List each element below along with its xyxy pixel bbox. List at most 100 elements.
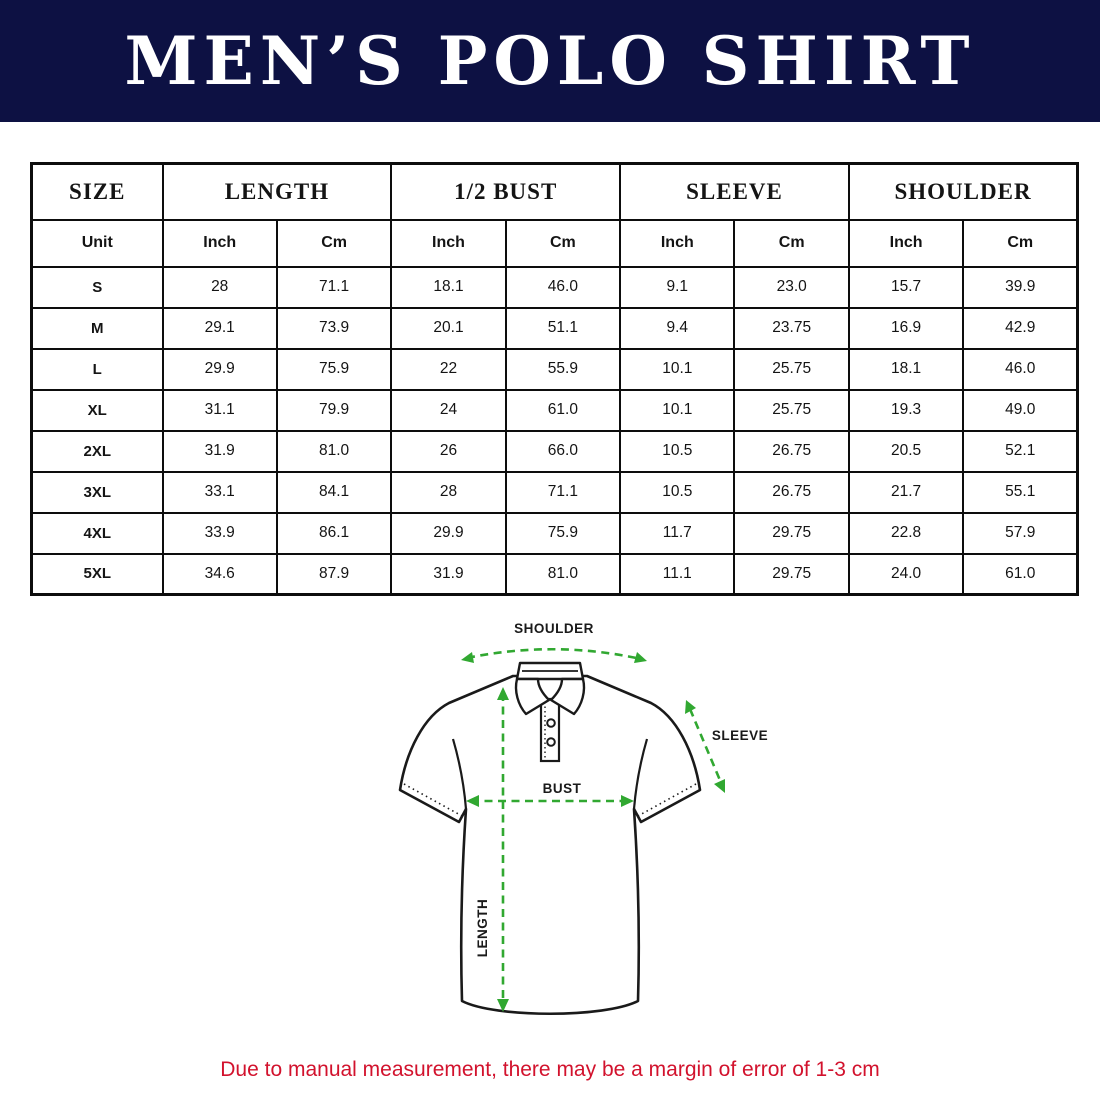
- value-cell: 10.5: [619, 470, 736, 514]
- left-armhole-seam: [451, 738, 468, 810]
- unit-cell: Inch: [847, 218, 965, 268]
- value-cell: 31.9: [390, 552, 507, 596]
- size-chart-table: SIZE LENGTH 1/2 BUST SLEEVE SHOULDER Uni…: [30, 162, 1080, 596]
- size-cell: 5XL: [30, 552, 164, 596]
- collar-left-flap: [514, 677, 551, 716]
- value-cell: 49.0: [962, 388, 1079, 432]
- value-cell: 31.1: [161, 388, 278, 432]
- value-cell: 34.6: [161, 552, 278, 596]
- bust-label: BUST: [543, 781, 582, 796]
- value-cell: 26.75: [733, 470, 850, 514]
- shoulder-arrow: [466, 647, 642, 661]
- value-cell: 16.9: [847, 306, 965, 350]
- value-cell: 75.9: [275, 347, 393, 391]
- value-cell: 46.0: [962, 347, 1079, 391]
- unit-cell: Unit: [30, 218, 164, 268]
- value-cell: 79.9: [275, 388, 393, 432]
- value-cell: 87.9: [275, 552, 393, 596]
- unit-row: Unit Inch Cm Inch Cm Inch Cm Inch Cm: [30, 218, 1079, 268]
- unit-cell: Cm: [504, 218, 622, 268]
- value-cell: 71.1: [275, 265, 393, 309]
- button-icon: [546, 737, 556, 747]
- right-cuff-stitch: [637, 783, 697, 817]
- bust-arrowhead-right: [621, 795, 634, 807]
- table-row: 4XL 33.9 86.1 29.9 75.9 11.7 29.75 22.8 …: [30, 511, 1079, 555]
- value-cell: 31.9: [161, 429, 278, 473]
- col-header-sleeve: SLEEVE: [619, 162, 850, 221]
- table-header-row: SIZE LENGTH 1/2 BUST SLEEVE SHOULDER: [30, 162, 1079, 221]
- sleeve-arrowhead-top: [685, 700, 696, 714]
- size-cell: S: [30, 265, 164, 309]
- value-cell: 39.9: [962, 265, 1079, 309]
- size-cell: 3XL: [30, 470, 164, 514]
- col-header-shoulder: SHOULDER: [847, 162, 1079, 221]
- value-cell: 29.75: [733, 511, 850, 555]
- sleeve-label: SLEEVE: [712, 728, 768, 743]
- col-header-length: LENGTH: [161, 162, 393, 221]
- right-armhole-seam: [632, 738, 649, 810]
- value-cell: 61.0: [962, 552, 1079, 596]
- value-cell: 25.75: [733, 388, 850, 432]
- value-cell: 22: [390, 347, 507, 391]
- size-cell: XL: [30, 388, 164, 432]
- table-row: M 29.1 73.9 20.1 51.1 9.4 23.75 16.9 42.…: [30, 306, 1079, 350]
- value-cell: 21.7: [847, 470, 965, 514]
- value-cell: 10.5: [619, 429, 736, 473]
- unit-cell: Inch: [390, 218, 507, 268]
- value-cell: 29.75: [733, 552, 850, 596]
- value-cell: 15.7: [847, 265, 965, 309]
- button-icon: [546, 718, 556, 728]
- unit-cell: Inch: [619, 218, 736, 268]
- shoulder-label: SHOULDER: [514, 621, 594, 636]
- value-cell: 29.9: [161, 347, 278, 391]
- value-cell: 20.5: [847, 429, 965, 473]
- value-cell: 28: [390, 470, 507, 514]
- size-cell: L: [30, 347, 164, 391]
- value-cell: 55.1: [962, 470, 1079, 514]
- col-header-size: SIZE: [30, 162, 164, 221]
- polo-shirt-outline: [398, 674, 702, 1016]
- table-row: 5XL 34.6 87.9 31.9 81.0 11.1 29.75 24.0 …: [30, 552, 1079, 596]
- col-header-half-bust: 1/2 BUST: [390, 162, 622, 221]
- value-cell: 33.1: [161, 470, 278, 514]
- collar-right-flap: [549, 677, 586, 716]
- unit-cell: Cm: [733, 218, 850, 268]
- length-label: LENGTH: [475, 899, 490, 958]
- value-cell: 84.1: [275, 470, 393, 514]
- sleeve-arrow: [688, 708, 724, 786]
- value-cell: 18.1: [847, 347, 965, 391]
- value-cell: 10.1: [619, 388, 736, 432]
- value-cell: 29.1: [161, 306, 278, 350]
- value-cell: 9.4: [619, 306, 736, 350]
- shoulder-arrowhead-left: [461, 652, 474, 663]
- table-row: 2XL 31.9 81.0 26 66.0 10.5 26.75 20.5 52…: [30, 429, 1079, 473]
- value-cell: 11.1: [619, 552, 736, 596]
- value-cell: 9.1: [619, 265, 736, 309]
- value-cell: 57.9: [962, 511, 1079, 555]
- table-row: L 29.9 75.9 22 55.9 10.1 25.75 18.1 46.0: [30, 347, 1079, 391]
- title-banner: MEN’S POLO SHIRT: [0, 0, 1100, 122]
- value-cell: 18.1: [390, 265, 507, 309]
- value-cell: 19.3: [847, 388, 965, 432]
- measurement-disclaimer: Due to manual measurement, there may be …: [220, 1058, 880, 1081]
- table-row: XL 31.1 79.9 24 61.0 10.1 25.75 19.3 49.…: [30, 388, 1079, 432]
- value-cell: 52.1: [962, 429, 1079, 473]
- table-row: S 28 71.1 18.1 46.0 9.1 23.0 15.7 39.9: [30, 265, 1079, 309]
- bust-arrowhead-left: [466, 795, 479, 807]
- value-cell: 28: [161, 265, 278, 309]
- length-arrowhead-top: [497, 687, 509, 700]
- value-cell: 51.1: [504, 306, 622, 350]
- value-cell: 61.0: [504, 388, 622, 432]
- value-cell: 75.9: [504, 511, 622, 555]
- value-cell: 42.9: [962, 306, 1079, 350]
- unit-cell: Cm: [275, 218, 393, 268]
- unit-cell: Inch: [161, 218, 278, 268]
- value-cell: 73.9: [275, 306, 393, 350]
- value-cell: 46.0: [504, 265, 622, 309]
- value-cell: 22.8: [847, 511, 965, 555]
- size-cell: 2XL: [30, 429, 164, 473]
- size-chart-section: SIZE LENGTH 1/2 BUST SLEEVE SHOULDER Uni…: [30, 162, 1100, 596]
- length-arrowhead-bottom: [497, 999, 509, 1012]
- value-cell: 81.0: [275, 429, 393, 473]
- polo-measurement-diagram: SHOULDER SLEEVE BUST LENGTH: [398, 621, 768, 1016]
